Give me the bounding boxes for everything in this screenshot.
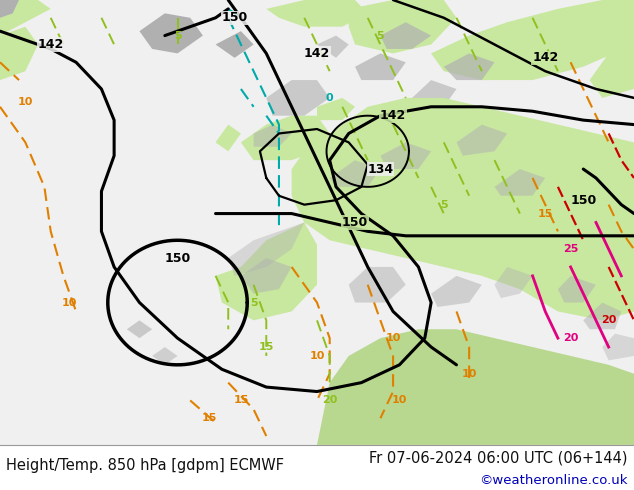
Polygon shape: [241, 116, 330, 160]
Polygon shape: [558, 276, 596, 302]
Polygon shape: [349, 267, 406, 302]
Text: 142: 142: [37, 38, 64, 51]
Polygon shape: [216, 124, 241, 151]
Polygon shape: [152, 347, 178, 365]
Text: Height/Temp. 850 hPa [gdpm] ECMWF: Height/Temp. 850 hPa [gdpm] ECMWF: [6, 458, 284, 473]
Text: 142: 142: [304, 47, 330, 60]
Polygon shape: [0, 0, 51, 36]
Polygon shape: [431, 0, 634, 80]
Text: 10: 10: [462, 369, 477, 379]
Polygon shape: [228, 222, 304, 276]
Polygon shape: [266, 80, 330, 116]
Text: 20: 20: [322, 395, 337, 405]
Polygon shape: [139, 13, 203, 53]
Text: 10: 10: [18, 98, 33, 107]
Bar: [0, 445, 634, 490]
Text: 15: 15: [233, 395, 249, 405]
Polygon shape: [456, 124, 507, 156]
Text: Fr 07-06-2024 06:00 UTC (06+144): Fr 07-06-2024 06:00 UTC (06+144): [369, 451, 628, 466]
Text: 20: 20: [601, 316, 616, 325]
Polygon shape: [380, 143, 431, 169]
Text: 150: 150: [221, 11, 248, 24]
Text: 5: 5: [250, 297, 257, 308]
Text: 0: 0: [326, 93, 333, 103]
Polygon shape: [317, 329, 634, 445]
Text: 15: 15: [538, 209, 553, 219]
Text: 20: 20: [563, 333, 578, 343]
Polygon shape: [216, 31, 254, 58]
Text: 142: 142: [380, 109, 406, 122]
Text: 15: 15: [202, 413, 217, 423]
Text: 25: 25: [563, 244, 578, 254]
Polygon shape: [0, 0, 19, 18]
Polygon shape: [0, 26, 38, 80]
Polygon shape: [590, 45, 634, 98]
Polygon shape: [495, 169, 545, 196]
Polygon shape: [317, 36, 349, 58]
Text: 10: 10: [385, 333, 401, 343]
Polygon shape: [355, 53, 406, 80]
Polygon shape: [495, 267, 533, 298]
Text: 10: 10: [392, 395, 407, 405]
Text: ©weatheronline.co.uk: ©weatheronline.co.uk: [479, 474, 628, 488]
Polygon shape: [216, 222, 317, 320]
Text: 10: 10: [309, 351, 325, 361]
Polygon shape: [266, 0, 368, 26]
Polygon shape: [431, 276, 482, 307]
Text: 142: 142: [532, 51, 559, 64]
Polygon shape: [330, 160, 380, 187]
Text: 15: 15: [259, 342, 274, 352]
Polygon shape: [317, 98, 355, 120]
Text: 134: 134: [367, 163, 394, 175]
Text: 150: 150: [342, 216, 368, 229]
Polygon shape: [412, 80, 456, 107]
Polygon shape: [583, 302, 621, 329]
Text: 150: 150: [164, 251, 191, 265]
Polygon shape: [241, 258, 292, 294]
Polygon shape: [602, 334, 634, 360]
Polygon shape: [349, 0, 456, 53]
Text: 5: 5: [174, 30, 181, 41]
Polygon shape: [292, 98, 634, 320]
Polygon shape: [127, 320, 152, 338]
Polygon shape: [254, 124, 292, 147]
Text: 10: 10: [62, 297, 77, 308]
Text: 5: 5: [440, 199, 448, 210]
Text: 5: 5: [377, 30, 384, 41]
Text: 150: 150: [570, 194, 597, 207]
Polygon shape: [380, 22, 431, 49]
Polygon shape: [444, 53, 495, 80]
